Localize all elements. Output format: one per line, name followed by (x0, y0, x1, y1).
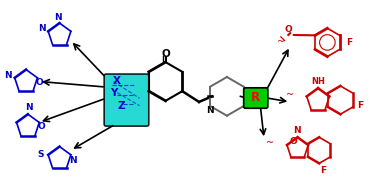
Text: O: O (285, 25, 292, 34)
Text: O: O (35, 78, 43, 87)
Text: N: N (38, 24, 45, 33)
Text: O: O (161, 49, 170, 59)
Text: F: F (357, 101, 363, 110)
Text: N: N (25, 103, 32, 112)
FancyBboxPatch shape (104, 74, 149, 126)
Text: NH: NH (311, 77, 325, 86)
Text: F: F (320, 166, 326, 174)
Text: ~: ~ (277, 37, 285, 47)
Text: R: R (251, 91, 260, 104)
Text: N: N (206, 106, 214, 115)
Text: N: N (69, 156, 77, 164)
Text: N: N (4, 71, 12, 81)
Text: N: N (54, 13, 61, 22)
Text: Z: Z (117, 101, 125, 111)
Text: ~: ~ (286, 90, 294, 99)
Text: Y: Y (110, 88, 117, 98)
Text: F: F (346, 38, 352, 47)
FancyBboxPatch shape (244, 88, 268, 108)
Text: N: N (293, 126, 300, 135)
Text: X: X (113, 77, 121, 87)
Text: O: O (37, 122, 45, 131)
Text: ~: ~ (266, 138, 274, 148)
Text: O: O (290, 137, 298, 146)
Text: S: S (38, 150, 44, 159)
